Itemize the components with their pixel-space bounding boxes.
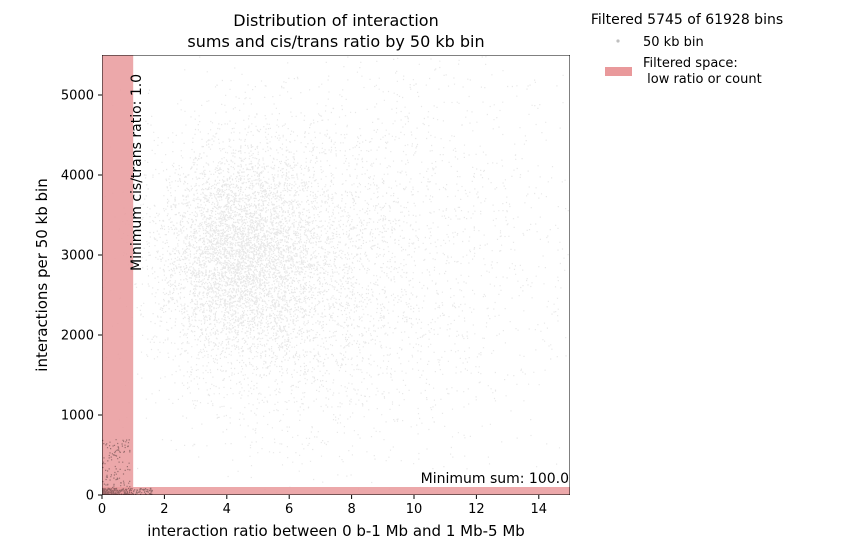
x-tick-label: 10 <box>406 502 423 517</box>
y-tick-label: 5000 <box>61 89 94 104</box>
scatter-points <box>102 56 570 495</box>
y-tick-label: 1000 <box>61 409 94 424</box>
plot-area: Minimum cis/trans ratio: 1.0 Minimum sum… <box>102 55 570 495</box>
legend-title: Filtered 5745 of 61928 bins <box>591 12 783 28</box>
y-tick-label: 3000 <box>61 249 94 264</box>
legend-marker-bin <box>616 39 620 43</box>
legend: Filtered 5745 of 61928 bins 50 kb bin Fi… <box>591 12 783 87</box>
y-axis-ticks: 0 1000 2000 3000 4000 5000 <box>61 89 102 504</box>
filtered-point-cloud <box>102 439 153 495</box>
min-sum-annotation: Minimum sum: 100.0 <box>421 471 569 487</box>
filtered-corner-points <box>102 439 153 495</box>
y-tick-label: 0 <box>86 489 94 504</box>
x-tick-label: 8 <box>347 502 355 517</box>
legend-patch-filtered <box>605 67 632 76</box>
legend-entry-bin: 50 kb bin <box>643 35 704 50</box>
chart-title-line2: sums and cis/trans ratio by 50 kb bin <box>187 32 484 51</box>
x-tick-label: 12 <box>468 502 485 517</box>
chart-title-line1: Distribution of interaction <box>233 11 438 30</box>
x-tick-label: 4 <box>223 502 231 517</box>
filtered-sum-band <box>102 487 570 495</box>
scatter-point-cloud <box>102 56 570 495</box>
legend-entry-filtered-line2: low ratio or count <box>643 72 762 87</box>
x-tick-label: 6 <box>285 502 293 517</box>
x-axis-ticks: 0 2 4 6 8 10 12 14 <box>98 495 547 517</box>
filtered-ratio-band <box>102 55 134 495</box>
min-ratio-annotation: Minimum cis/trans ratio: 1.0 <box>129 74 145 271</box>
y-axis-label: interactions per 50 kb bin <box>33 178 51 371</box>
x-axis-label: interaction ratio between 0 b-1 Mb and 1… <box>147 522 525 540</box>
x-tick-label: 2 <box>160 502 168 517</box>
y-tick-label: 4000 <box>61 169 94 184</box>
y-tick-label: 2000 <box>61 329 94 344</box>
x-tick-label: 0 <box>98 502 106 517</box>
legend-entry-filtered-line1: Filtered space: <box>643 56 738 71</box>
x-tick-label: 14 <box>531 502 548 517</box>
